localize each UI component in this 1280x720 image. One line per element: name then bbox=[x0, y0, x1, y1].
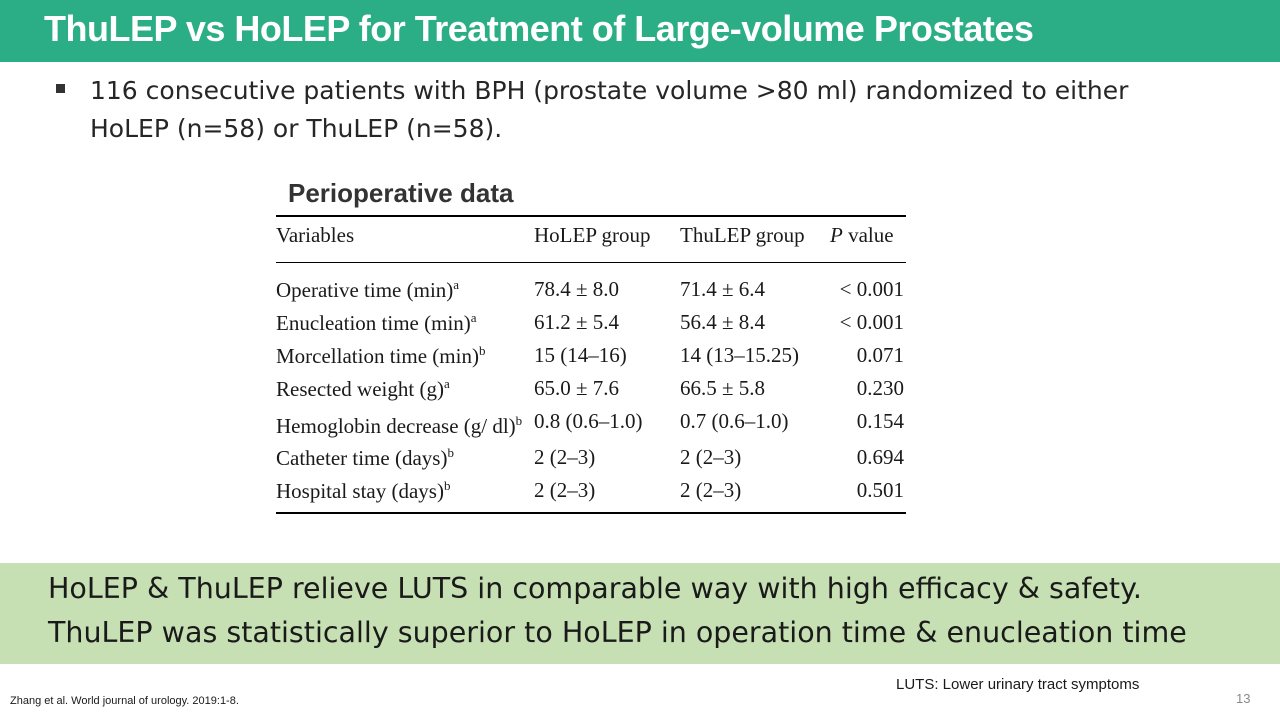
table-row: Hemoglobin decrease (g/ dl)b 0.8 (0.6–1.… bbox=[276, 406, 906, 442]
perioperative-table: Variables HoLEP group ThuLEP group P val… bbox=[276, 215, 906, 514]
variable-label: Hemoglobin decrease (g/ dl) bbox=[276, 414, 516, 438]
footnote-marker: b bbox=[443, 478, 451, 493]
table-row: Catheter time (days)b 2 (2–3) 2 (2–3) 0.… bbox=[276, 442, 906, 475]
header-p-rest: value bbox=[842, 223, 894, 247]
table-row: Hospital stay (days)b 2 (2–3) 2 (2–3) 0.… bbox=[276, 475, 906, 513]
variable-label: Resected weight (g) bbox=[276, 377, 444, 401]
table-row: Morcellation time (min)b 15 (14–16) 14 (… bbox=[276, 340, 906, 373]
row-variable: Operative time (min)a bbox=[276, 263, 534, 308]
row-thulep: 2 (2–3) bbox=[680, 478, 742, 502]
row-thulep: 14 (13–15.25) bbox=[680, 343, 799, 367]
row-thulep: 2 (2–3) bbox=[680, 445, 742, 469]
table-row: Operative time (min)a 78.4 ± 8.0 71.4 ± … bbox=[276, 263, 906, 308]
row-p-value: 0.501 bbox=[856, 478, 904, 502]
table-row: Resected weight (g)a 65.0 ± 7.6 66.5 ± 5… bbox=[276, 373, 906, 406]
row-p-value: 0.154 bbox=[856, 409, 904, 433]
row-p-value: < 0.001 bbox=[839, 310, 904, 334]
footnote-marker: b bbox=[478, 343, 486, 358]
citation: Zhang et al. World journal of urology. 2… bbox=[10, 695, 239, 707]
row-thulep: 0.7 (0.6–1.0) bbox=[680, 409, 789, 433]
row-variable: Resected weight (g)a bbox=[276, 373, 534, 406]
row-variable: Enucleation time (min)a bbox=[276, 307, 534, 340]
row-holep: 61.2 ± 5.4 bbox=[534, 310, 620, 334]
row-p-value: 0.694 bbox=[856, 445, 904, 469]
header-variables: Variables bbox=[276, 216, 534, 263]
footnote-marker: a bbox=[470, 310, 477, 325]
row-holep: 0.8 (0.6–1.0) bbox=[534, 409, 643, 433]
table-caption: Perioperative data bbox=[288, 178, 514, 208]
row-thulep: 66.5 ± 5.8 bbox=[680, 376, 766, 400]
summary-line-2: ThuLEP was statistically superior to HoL… bbox=[48, 616, 1187, 649]
row-thulep: 71.4 ± 6.4 bbox=[680, 277, 766, 301]
row-p-value: 0.230 bbox=[856, 376, 904, 400]
slide-title: ThuLEP vs HoLEP for Treatment of Large-v… bbox=[44, 8, 1034, 49]
variable-label: Catheter time (days) bbox=[276, 446, 448, 470]
header-p-value: P value bbox=[830, 216, 906, 263]
row-variable: Hemoglobin decrease (g/ dl)b bbox=[276, 406, 534, 442]
summary-line-1: HoLEP & ThuLEP relieve LUTS in comparabl… bbox=[48, 572, 1142, 605]
row-variable: Hospital stay (days)b bbox=[276, 475, 534, 513]
title-bar: ThuLEP vs HoLEP for Treatment of Large-v… bbox=[0, 0, 1280, 62]
variable-label: Operative time (min) bbox=[276, 278, 454, 302]
row-p-value: 0.071 bbox=[856, 343, 904, 367]
footnote-marker: b bbox=[447, 445, 454, 460]
table-header-row: Variables HoLEP group ThuLEP group P val… bbox=[276, 216, 906, 263]
perioperative-table-block: Perioperative data Variables HoLEP group… bbox=[276, 178, 906, 514]
footnote-marker: a bbox=[453, 277, 460, 292]
header-holep: HoLEP group bbox=[534, 216, 680, 263]
row-variable: Morcellation time (min)b bbox=[276, 340, 534, 373]
abbreviation-footnote: LUTS: Lower urinary tract symptoms bbox=[896, 676, 1140, 693]
row-holep: 2 (2–3) bbox=[534, 445, 596, 469]
row-holep: 15 (14–16) bbox=[534, 343, 627, 367]
row-holep: 65.0 ± 7.6 bbox=[534, 376, 620, 400]
row-holep: 2 (2–3) bbox=[534, 478, 596, 502]
variable-label: Enucleation time (min) bbox=[276, 311, 471, 335]
header-p-letter: P bbox=[830, 223, 843, 247]
footnote-marker: b bbox=[515, 413, 523, 428]
row-holep: 78.4 ± 8.0 bbox=[534, 277, 620, 301]
page-number: 13 bbox=[1236, 691, 1251, 706]
footnote-marker: a bbox=[443, 376, 450, 391]
header-thulep: ThuLEP group bbox=[680, 216, 830, 263]
table-row: Enucleation time (min)a 61.2 ± 5.4 56.4 … bbox=[276, 307, 906, 340]
row-thulep: 56.4 ± 8.4 bbox=[680, 310, 766, 334]
variable-label: Hospital stay (days) bbox=[276, 479, 444, 503]
row-p-value: < 0.001 bbox=[839, 277, 904, 301]
summary-box: HoLEP & ThuLEP relieve LUTS in comparabl… bbox=[0, 563, 1280, 664]
row-variable: Catheter time (days)b bbox=[276, 442, 534, 475]
bullet-item: 116 consecutive patients with BPH (prost… bbox=[90, 76, 1129, 143]
variable-label: Morcellation time (min) bbox=[276, 344, 479, 368]
square-bullet-icon bbox=[56, 84, 65, 93]
